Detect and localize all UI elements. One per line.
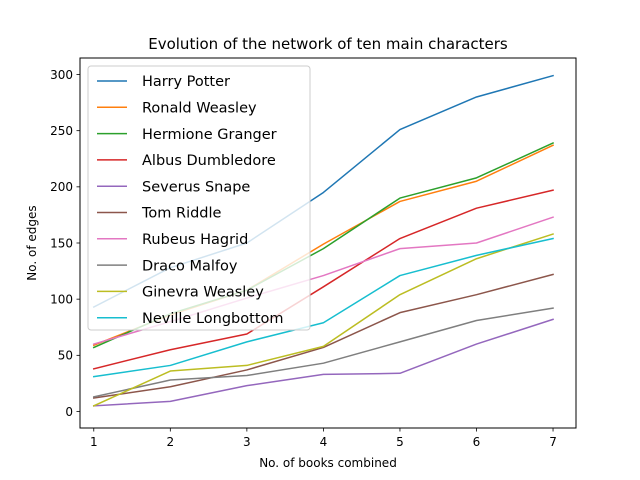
y-tick-label: 300 (50, 68, 73, 82)
y-tick-label: 250 (50, 124, 73, 138)
legend-label-hermione-granger: Hermione Granger (142, 127, 277, 143)
x-tick-label: 2 (167, 435, 175, 449)
y-axis: 0 50 100 150 200 250 300 (50, 68, 80, 419)
x-tick-label: 7 (549, 435, 557, 449)
legend-box (87, 65, 311, 331)
series-line-albus-dumbledore (92, 189, 554, 370)
legend-label-rubeus-hagrid: Rubeus Hagrid (142, 232, 248, 248)
y-tick-label: 150 (50, 236, 73, 250)
y-tick-label: 200 (50, 180, 73, 194)
x-axis-label: No. of books combined (259, 456, 397, 470)
x-tick-label: 1 (90, 435, 98, 449)
chart-title: Evolution of the network of ten main cha… (148, 35, 508, 53)
legend-label-severus-snape: Severus Snape (142, 179, 250, 195)
series-line-draco-malfoy (92, 307, 554, 398)
series-line-neville-longbottom (92, 237, 554, 378)
series-line-severus-snape (92, 318, 554, 407)
y-axis-label: No. of edges (25, 205, 39, 280)
legend-label-neville-longbottom: Neville Longbottom (142, 311, 284, 327)
legend-label-ronald-weasley: Ronald Weasley (142, 101, 257, 117)
x-tick-label: 5 (396, 435, 404, 449)
series-line-tom-riddle (92, 273, 554, 399)
legend-label-tom-riddle: Tom Riddle (141, 206, 222, 222)
y-tick-label: 100 (50, 292, 73, 306)
x-tick-label: 3 (243, 435, 251, 449)
legend-label-ginevra-weasley: Ginevra Weasley (142, 285, 264, 301)
x-tick-label: 6 (473, 435, 481, 449)
y-tick-label: 50 (58, 349, 73, 363)
legend-label-albus-dumbledore: Albus Dumbledore (142, 153, 276, 169)
legend-label-draco-malfoy: Draco Malfoy (142, 258, 238, 274)
x-axis: 1 2 3 4 5 6 7 (90, 428, 557, 449)
y-tick-label: 0 (65, 405, 73, 419)
x-tick-label: 4 (320, 435, 328, 449)
series-line-ginevra-weasley (92, 233, 554, 407)
legend: Harry Potter Ronald Weasley Hermione Grang… (87, 65, 311, 331)
legend-label-harry-potter: Harry Potter (142, 74, 230, 90)
